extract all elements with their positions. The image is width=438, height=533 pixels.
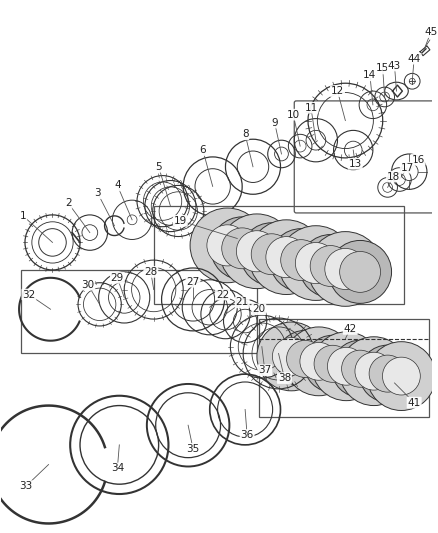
Ellipse shape	[295, 243, 336, 284]
Ellipse shape	[266, 237, 307, 278]
Text: 41: 41	[407, 398, 421, 408]
Ellipse shape	[222, 228, 263, 269]
Ellipse shape	[328, 240, 392, 303]
Text: 8: 8	[242, 130, 248, 139]
Text: 29: 29	[111, 273, 124, 283]
Ellipse shape	[310, 246, 351, 286]
Ellipse shape	[270, 229, 332, 292]
Ellipse shape	[299, 235, 362, 297]
Ellipse shape	[300, 342, 338, 380]
Ellipse shape	[342, 350, 378, 387]
Text: 17: 17	[401, 163, 414, 173]
Ellipse shape	[237, 231, 277, 272]
Ellipse shape	[328, 348, 365, 385]
Text: 38: 38	[278, 373, 291, 383]
Text: 6: 6	[200, 145, 206, 155]
Text: 1: 1	[20, 211, 26, 221]
Ellipse shape	[355, 352, 393, 390]
Text: 21: 21	[236, 297, 249, 308]
Text: 3: 3	[95, 188, 101, 198]
Ellipse shape	[211, 217, 274, 280]
Text: 43: 43	[388, 61, 401, 70]
Ellipse shape	[339, 337, 408, 406]
Text: 13: 13	[349, 159, 362, 169]
Text: 20: 20	[252, 304, 265, 314]
Text: 42: 42	[344, 324, 357, 334]
Text: 19: 19	[173, 216, 187, 226]
Ellipse shape	[249, 220, 324, 295]
Text: 45: 45	[424, 27, 438, 37]
Text: 11: 11	[304, 103, 318, 113]
Text: 9: 9	[271, 117, 278, 127]
Text: 28: 28	[144, 267, 157, 277]
Ellipse shape	[286, 341, 324, 377]
Text: 12: 12	[331, 86, 344, 96]
Text: 14: 14	[363, 70, 377, 80]
Ellipse shape	[325, 248, 366, 289]
Ellipse shape	[314, 345, 351, 382]
Ellipse shape	[251, 234, 292, 274]
Text: 27: 27	[187, 277, 200, 287]
Ellipse shape	[257, 322, 326, 391]
Text: 32: 32	[22, 289, 35, 300]
Ellipse shape	[367, 342, 436, 410]
Ellipse shape	[369, 355, 406, 392]
Text: 37: 37	[258, 365, 272, 375]
Ellipse shape	[190, 208, 265, 282]
Text: 15: 15	[376, 63, 389, 74]
Ellipse shape	[276, 330, 334, 387]
Text: 44: 44	[407, 54, 421, 63]
Ellipse shape	[207, 225, 248, 266]
Ellipse shape	[272, 337, 310, 375]
Text: 34: 34	[111, 464, 124, 473]
Ellipse shape	[304, 335, 361, 392]
Text: 5: 5	[155, 161, 162, 172]
Text: 36: 36	[240, 430, 254, 440]
Ellipse shape	[312, 332, 381, 401]
Text: 4: 4	[114, 180, 121, 190]
Ellipse shape	[332, 340, 389, 397]
Text: 30: 30	[81, 280, 95, 289]
Text: 18: 18	[387, 172, 400, 182]
Text: 2: 2	[65, 198, 71, 208]
Ellipse shape	[240, 223, 303, 286]
Ellipse shape	[382, 357, 420, 395]
Ellipse shape	[339, 252, 381, 292]
Ellipse shape	[279, 225, 353, 301]
Text: 16: 16	[411, 155, 425, 165]
Text: 22: 22	[216, 289, 229, 300]
Ellipse shape	[281, 240, 321, 280]
Ellipse shape	[284, 327, 353, 395]
Ellipse shape	[359, 345, 416, 402]
Text: 35: 35	[187, 444, 200, 454]
Ellipse shape	[308, 232, 383, 306]
Text: 33: 33	[19, 481, 32, 491]
Text: 10: 10	[287, 110, 300, 120]
Ellipse shape	[219, 214, 294, 288]
